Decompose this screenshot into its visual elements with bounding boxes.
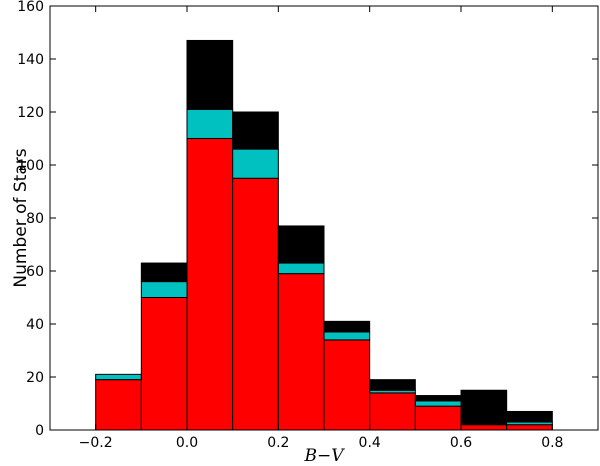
x-axis-label: B−V (303, 446, 345, 466)
bar-series0-bin1 (140, 297, 188, 431)
y-tick-label: 140 (17, 52, 44, 68)
bar-series1-bin4 (277, 262, 325, 275)
bar-series1-bin2 (186, 108, 234, 139)
bar-series1-bin3 (232, 148, 279, 179)
bar-series2-bin7 (414, 395, 462, 402)
bar-series2-bin8 (460, 389, 508, 426)
bar-series0-bin6 (369, 392, 416, 431)
bar-series1-bin5 (323, 331, 371, 341)
x-tick-label: 0.4 (359, 435, 381, 451)
x-tick-label: 0.6 (450, 435, 472, 451)
bar-series2-bin2 (186, 39, 234, 110)
bar-series0-bin7 (414, 405, 462, 431)
bar-series1-bin0 (95, 373, 142, 381)
y-tick-label: 120 (17, 105, 44, 121)
x-tick-label: 0.8 (541, 435, 563, 451)
bar-series1-bin7 (414, 400, 462, 407)
bar-series2-bin9 (506, 410, 553, 423)
y-tick-label: 80 (26, 211, 44, 227)
bar-series2-bin1 (140, 262, 188, 283)
x-tick-label: 0.2 (267, 435, 289, 451)
bar-series0-bin2 (186, 138, 234, 431)
plot-frame (49, 5, 599, 431)
y-tick-label: 160 (17, 0, 44, 15)
bar-series0-bin3 (232, 177, 279, 431)
y-tick-label: 0 (35, 423, 44, 439)
bar-series2-bin5 (323, 320, 371, 333)
y-tick-label: 100 (17, 158, 44, 174)
bar-series0-bin0 (95, 379, 142, 431)
y-tick-label: 60 (26, 264, 44, 280)
y-tick-label: 20 (26, 370, 44, 386)
y-axis-label: Number of Stars (11, 148, 31, 287)
x-tick-label: 0.0 (176, 435, 198, 451)
ticks-group: −0.2 0.0 0.2 0.4 0.6 0.8 0 20 40 60 80 100 120 140 160 (17, 0, 598, 451)
bar-series2-bin6 (369, 379, 416, 391)
bar-series1-bin1 (140, 281, 188, 299)
y-tick-label: 40 (26, 317, 44, 333)
bar-series0-bin9 (506, 424, 553, 431)
bar-series2-bin3 (232, 111, 279, 150)
x-tick-label: −0.2 (79, 435, 113, 451)
bars-group (95, 39, 553, 431)
bar-series0-bin5 (323, 339, 371, 431)
bar-series0-bin8 (460, 424, 508, 431)
bar-series0-bin4 (277, 273, 325, 431)
bar-series2-bin4 (277, 225, 325, 264)
